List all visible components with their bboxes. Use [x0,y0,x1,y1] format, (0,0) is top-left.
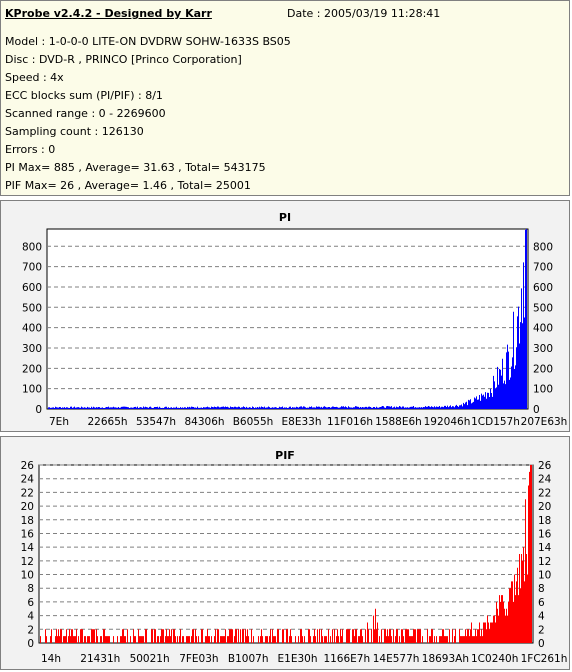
x-tick-label: 11F016h [327,416,373,428]
info-ecc-blocks: ECC blocks sum (PI/PIF) : 8/1 [5,89,163,102]
x-tick-label: 1588E6h [375,416,422,428]
y-tick-label-left: 600 [22,282,42,294]
y-tick-label-left: 4 [27,611,34,623]
y-tick-label-right: 300 [533,343,553,355]
pif-chart-title: PIF [275,449,295,462]
series-bars [40,465,532,643]
x-tick-label: 7FE03h [179,653,218,665]
info-model: Model : 1-0-0-0 LITE-ON DVDRW SOHW-1633S… [5,35,291,48]
y-tick-label-right: 10 [538,570,551,582]
x-tick-label: 14h [41,653,61,665]
info-scanned-range: Scanned range : 0 - 2269600 [5,107,166,120]
y-tick-label-right: 600 [533,282,553,294]
pi-chart-title: PI [279,211,291,224]
x-tick-label: E8E33h [282,416,322,428]
y-tick-label-left: 800 [22,241,42,253]
x-tick-label: 1FC261h [521,653,568,665]
y-tick-label-right: 24 [538,474,552,486]
x-tick-label: 207E63h [521,416,568,428]
y-tick-label-left: 0 [35,404,42,416]
y-tick-label-left: 18 [21,515,34,527]
y-tick-label-right: 8 [538,583,545,595]
y-tick-label-left: 2 [27,624,34,636]
x-tick-label: 53547h [136,416,176,428]
y-tick-label-right: 26 [538,460,552,472]
disc-info-panel: KProbe v2.4.2 - Designed by Karr Date : … [0,0,570,196]
y-tick-label-right: 2 [538,624,545,636]
info-speed: Speed : 4x [5,71,64,84]
info-errors: Errors : 0 [5,143,56,156]
y-tick-label-right: 800 [533,241,553,253]
y-tick-label-right: 16 [538,528,552,540]
y-tick-label-left: 500 [22,302,42,314]
x-tick-label: 7Eh [49,416,69,428]
y-tick-label-left: 14 [21,542,35,554]
y-tick-label-right: 20 [538,501,551,513]
plot-area [38,464,534,644]
app-title: KProbe v2.4.2 - Designed by Karr [5,7,212,20]
x-tick-label: 1CD157h [471,416,520,428]
x-tick-label: E1E30h [278,653,318,665]
x-tick-label: 1C0240h [471,653,518,665]
x-tick-label: 192046h [424,416,471,428]
y-tick-label-left: 8 [27,583,34,595]
y-tick-label-left: 100 [22,384,42,396]
y-tick-label-left: 300 [22,343,42,355]
x-tick-label: 22665h [87,416,127,428]
scan-date: Date : 2005/03/19 11:28:41 [287,7,441,20]
y-tick-label-left: 24 [21,474,35,486]
y-tick-label-right: 14 [538,542,552,554]
y-tick-label-right: 700 [533,262,553,274]
y-tick-label-right: 400 [533,323,553,335]
pif-chart-panel: PIF 0 0 2 2 4 4 6 6 8 8 10 10 12 12 14 14 16 16 18 18 20 20 22… [0,436,570,670]
series-bars [48,229,527,409]
plot-area [46,228,529,410]
pi-chart-panel: PI 0 0 100 100 200 200 300 300 400 400 500 500 600 60… [0,200,570,432]
y-tick-label-left: 400 [22,323,42,335]
y-tick-label-right: 0 [533,404,540,416]
y-tick-label-right: 6 [538,597,545,609]
y-tick-label-right: 12 [538,556,551,568]
y-tick-label-right: 500 [533,302,553,314]
y-tick-label-right: 0 [538,638,545,650]
y-tick-label-right: 18 [538,515,551,527]
y-tick-label-right: 4 [538,611,545,623]
y-tick-label-left: 26 [21,460,35,472]
x-tick-label: 84306h [184,416,224,428]
x-tick-label: 18693Ah [422,653,469,665]
y-tick-label-left: 6 [27,597,34,609]
info-pi-stats: PI Max= 885 , Average= 31.63 , Total= 54… [5,161,266,174]
y-tick-label-right: 22 [538,487,551,499]
y-tick-label-right: 100 [533,384,553,396]
y-tick-label-left: 700 [22,262,42,274]
x-tick-label: 50021h [130,653,170,665]
info-pif-stats: PIF Max= 26 , Average= 1.46 , Total= 250… [5,179,251,192]
x-tick-label: 21431h [80,653,120,665]
y-tick-label-left: 200 [22,363,42,375]
y-tick-label-left: 12 [21,556,34,568]
x-tick-label: 1166E7h [323,653,370,665]
y-tick-label-left: 0 [27,638,34,650]
y-tick-label-left: 10 [21,570,34,582]
info-disc: Disc : DVD-R , PRINCO [Princo Corporatio… [5,53,242,66]
info-sampling-count: Sampling count : 126130 [5,125,144,138]
y-tick-label-right: 200 [533,363,553,375]
y-tick-label-left: 20 [21,501,34,513]
x-tick-label: B1007h [228,653,269,665]
x-tick-label: B6055h [233,416,274,428]
y-tick-label-left: 22 [21,487,34,499]
x-tick-label: 14E577h [373,653,420,665]
pi-chart: PI 0 0 100 100 200 200 300 300 400 400 500 500 600 60… [22,211,568,428]
y-tick-label-left: 16 [21,528,35,540]
